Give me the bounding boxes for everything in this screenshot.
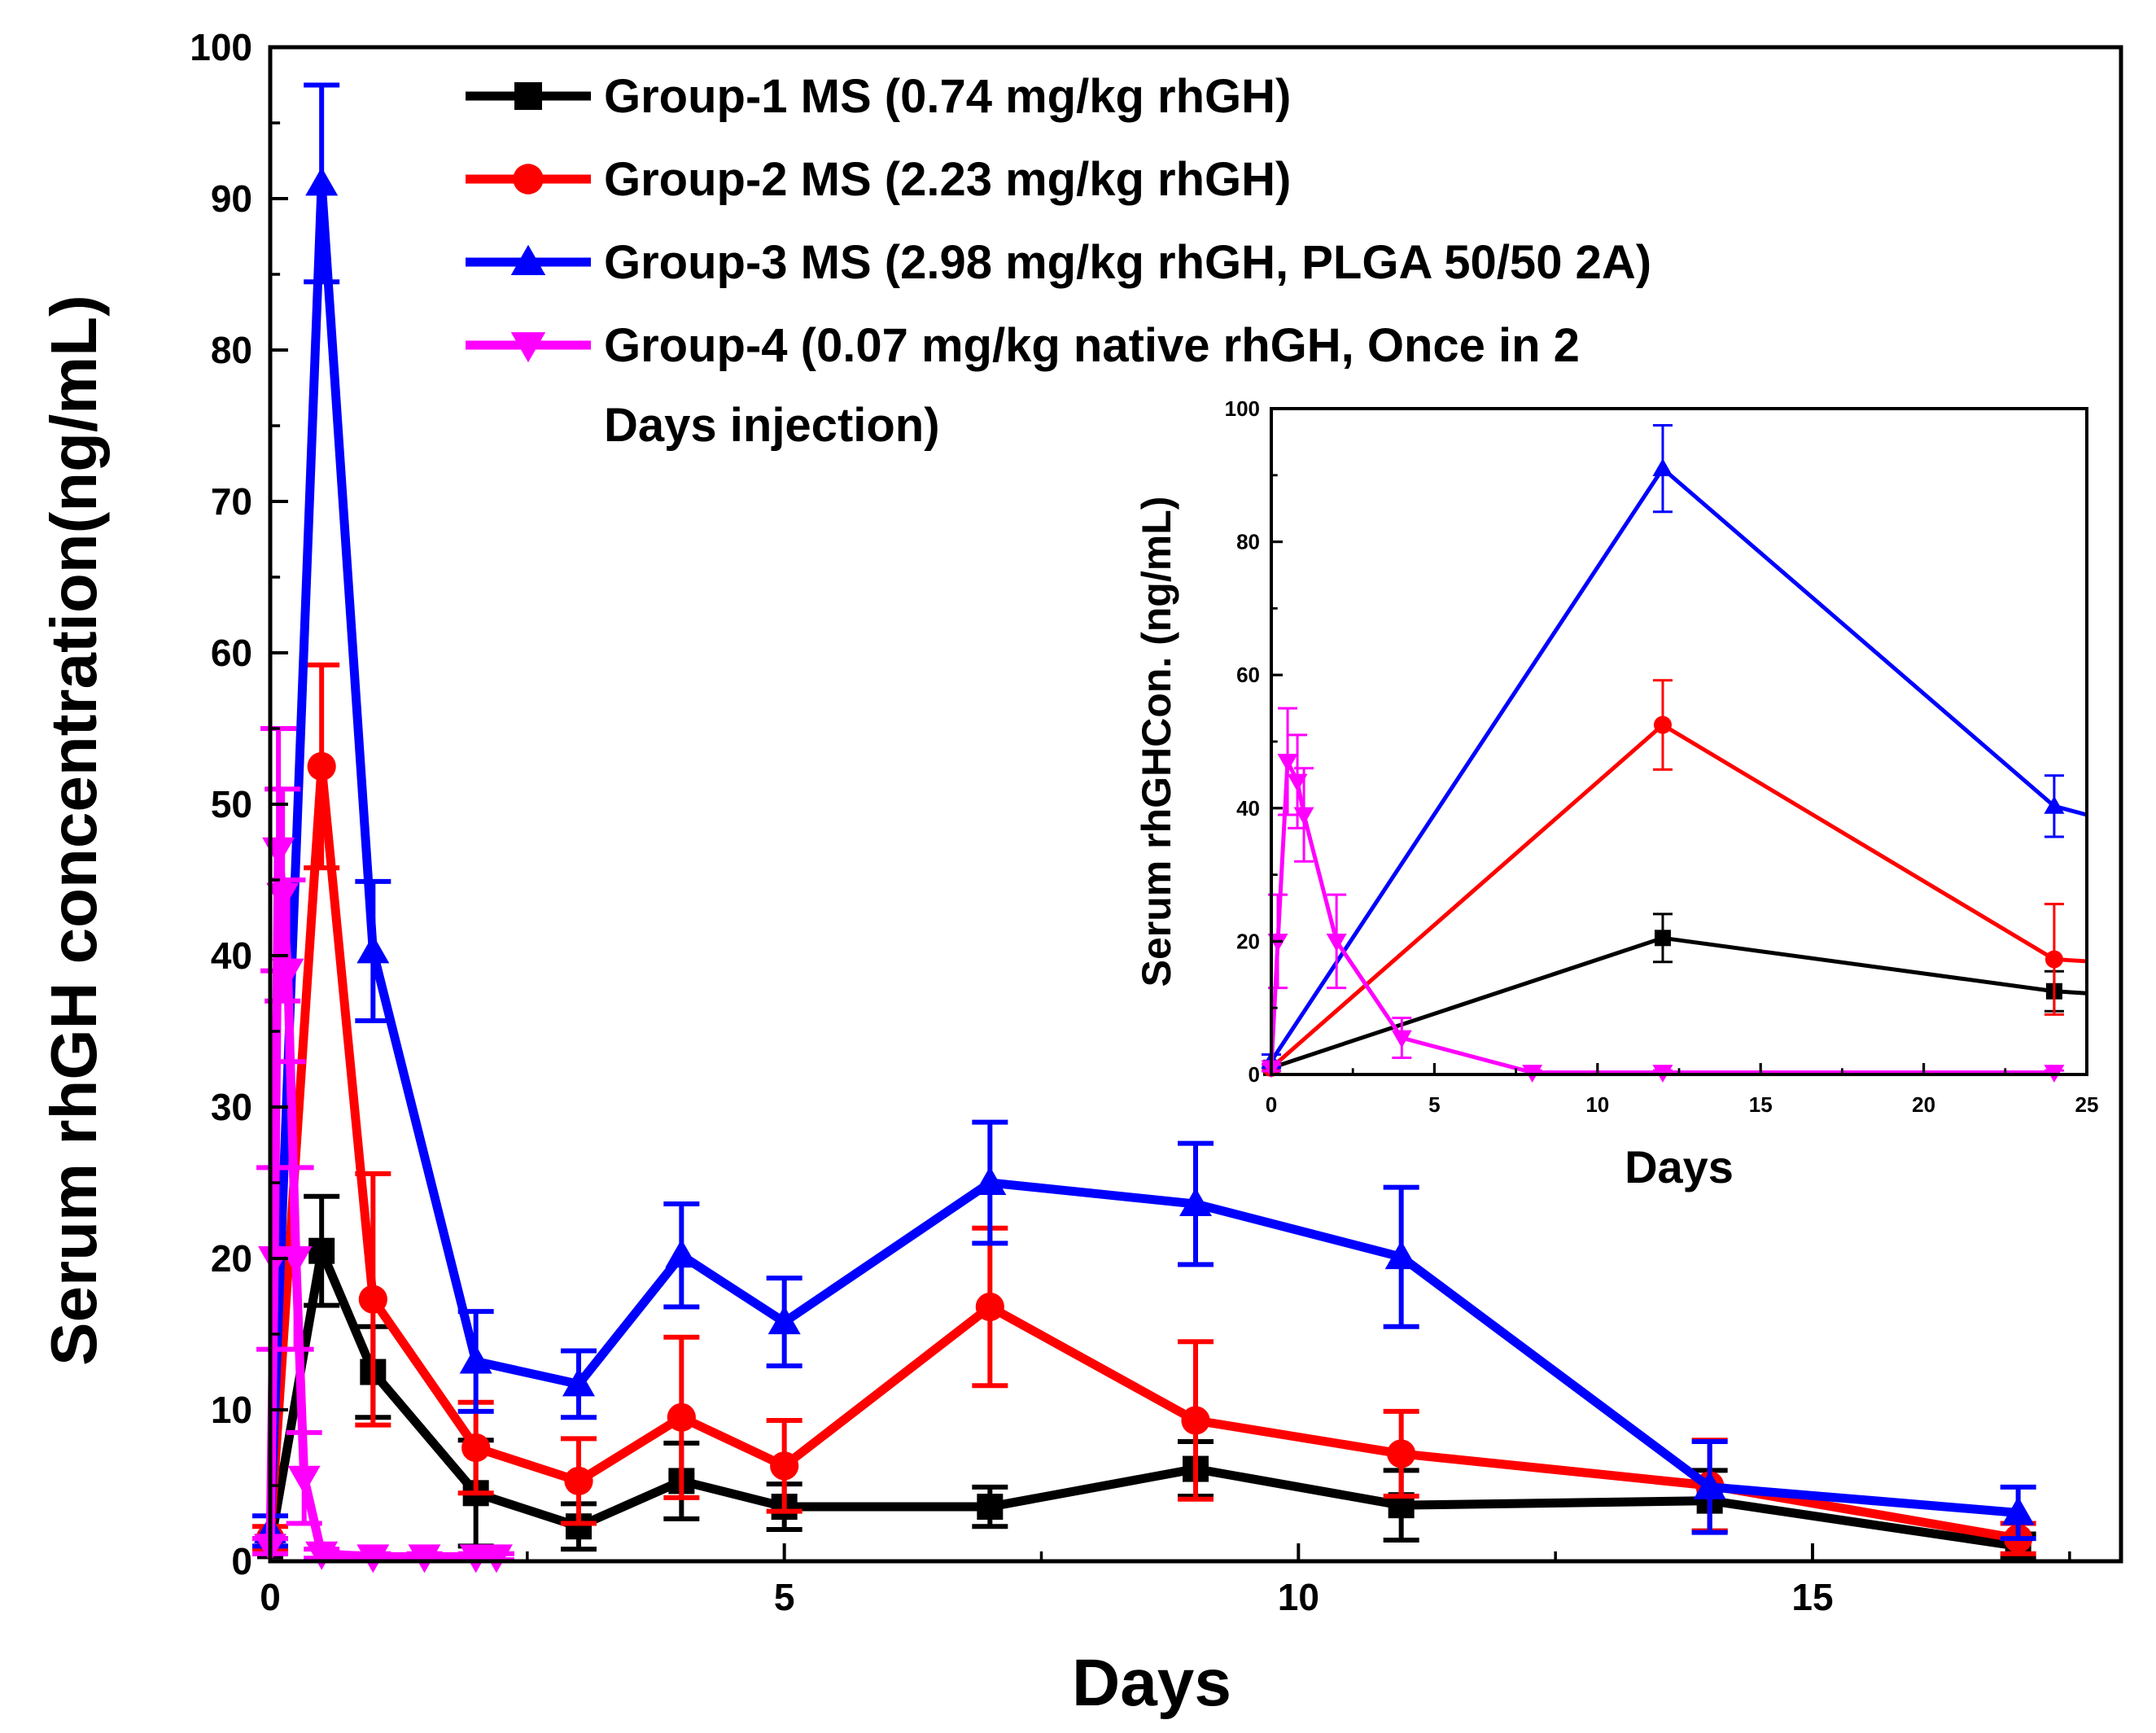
- inset-series-1-point: [1655, 930, 1671, 946]
- inset-x-tick-label: 25: [2075, 1092, 2099, 1117]
- inset-y-axis-label: Serum rhGHCon. (ng/mL): [1134, 497, 1179, 987]
- inset-y-tick-label: 60: [1236, 663, 1260, 687]
- main-y-tick-label: 100: [190, 26, 252, 68]
- legend-entry-2-label: Group-2 MS (2.23 mg/kg rhGH): [604, 153, 1291, 206]
- main-x-tick-label: 10: [1278, 1576, 1319, 1618]
- legend-entry-3: Group-3 MS (2.98 mg/kg rhGH, PLGA 50/50 …: [466, 236, 1651, 289]
- main-y-tick-label: 30: [211, 1086, 252, 1128]
- main-series-2-point: [667, 1403, 696, 1432]
- main-series-2-point: [976, 1293, 1004, 1321]
- inset-y-tick-label: 80: [1236, 530, 1260, 554]
- inset-x-axis-label: Days: [1625, 1141, 1734, 1193]
- main-y-tick-label: 40: [211, 934, 252, 977]
- inset-x-tick-label: 0: [1266, 1092, 1277, 1117]
- inset-x-tick-label: 10: [1585, 1092, 1609, 1117]
- main-x-axis-label: Days: [1072, 1646, 1231, 1720]
- main-y-tick-label: 20: [211, 1237, 252, 1280]
- legend-entry-1-marker: [514, 82, 542, 110]
- main-y-tick-label: 60: [211, 632, 252, 674]
- legend-entry-2-marker: [513, 164, 543, 194]
- inset-x-tick-label: 20: [1912, 1092, 1935, 1117]
- main-series-2-point: [1387, 1439, 1415, 1468]
- inset-background: [1270, 407, 2088, 1076]
- main-series-2-point: [770, 1451, 798, 1480]
- main-x-tick-label: 15: [1791, 1576, 1833, 1618]
- main-x-tick-label: 5: [774, 1576, 795, 1618]
- main-y-tick-label: 50: [211, 783, 252, 825]
- inset-y-tick-label: 0: [1249, 1062, 1260, 1087]
- main-y-tick-label: 10: [211, 1389, 252, 1431]
- main-y-tick-label: 0: [231, 1540, 252, 1582]
- inset-x-tick-label: 5: [1428, 1092, 1440, 1117]
- inset-y-tick-label: 20: [1236, 929, 1260, 953]
- main-series-1-point: [977, 1494, 1003, 1520]
- main-series-1-point: [308, 1238, 335, 1264]
- main-series-2-point: [461, 1433, 490, 1462]
- main-series-2-point: [308, 752, 336, 781]
- main-y-tick-label: 80: [211, 329, 252, 371]
- chart-canvas: 01020304050607080901000 5 10 15 Days Serum …: [0, 0, 2156, 1733]
- inset-series-2-point: [2045, 950, 2063, 968]
- main-y-tick-label: 90: [211, 177, 252, 220]
- main-series-2-point: [1181, 1406, 1209, 1434]
- legend-entry-3-label: Group-3 MS (2.98 mg/kg rhGH, PLGA 50/50 …: [604, 236, 1651, 289]
- inset-chart: 0 20 40 60 80 100 0 5 10 15 20 25 Days Serum rhGHCo…: [1134, 396, 2098, 1193]
- main-x-tick-label: 0: [260, 1576, 281, 1618]
- main-y-tick-label: 70: [211, 480, 252, 523]
- main-y-axis-label: Serum rhGH concentration(ng/mL): [37, 295, 110, 1366]
- inset-x-tick-label: 15: [1749, 1092, 1773, 1117]
- legend-entry-4-label-line2: Days injection): [604, 399, 940, 452]
- inset-y-tick-label: 100: [1225, 396, 1260, 421]
- legend-entry-1-label: Group-1 MS (0.74 mg/kg rhGH): [604, 70, 1291, 123]
- inset-series-2-point: [1654, 716, 1672, 734]
- main-series-2-point: [564, 1467, 593, 1495]
- inset-y-tick-label: 40: [1236, 796, 1260, 821]
- main-series-2-point: [359, 1285, 387, 1314]
- legend-entry-4-label: Group-4 (0.07 mg/kg native rhGH, Once in…: [604, 319, 1580, 372]
